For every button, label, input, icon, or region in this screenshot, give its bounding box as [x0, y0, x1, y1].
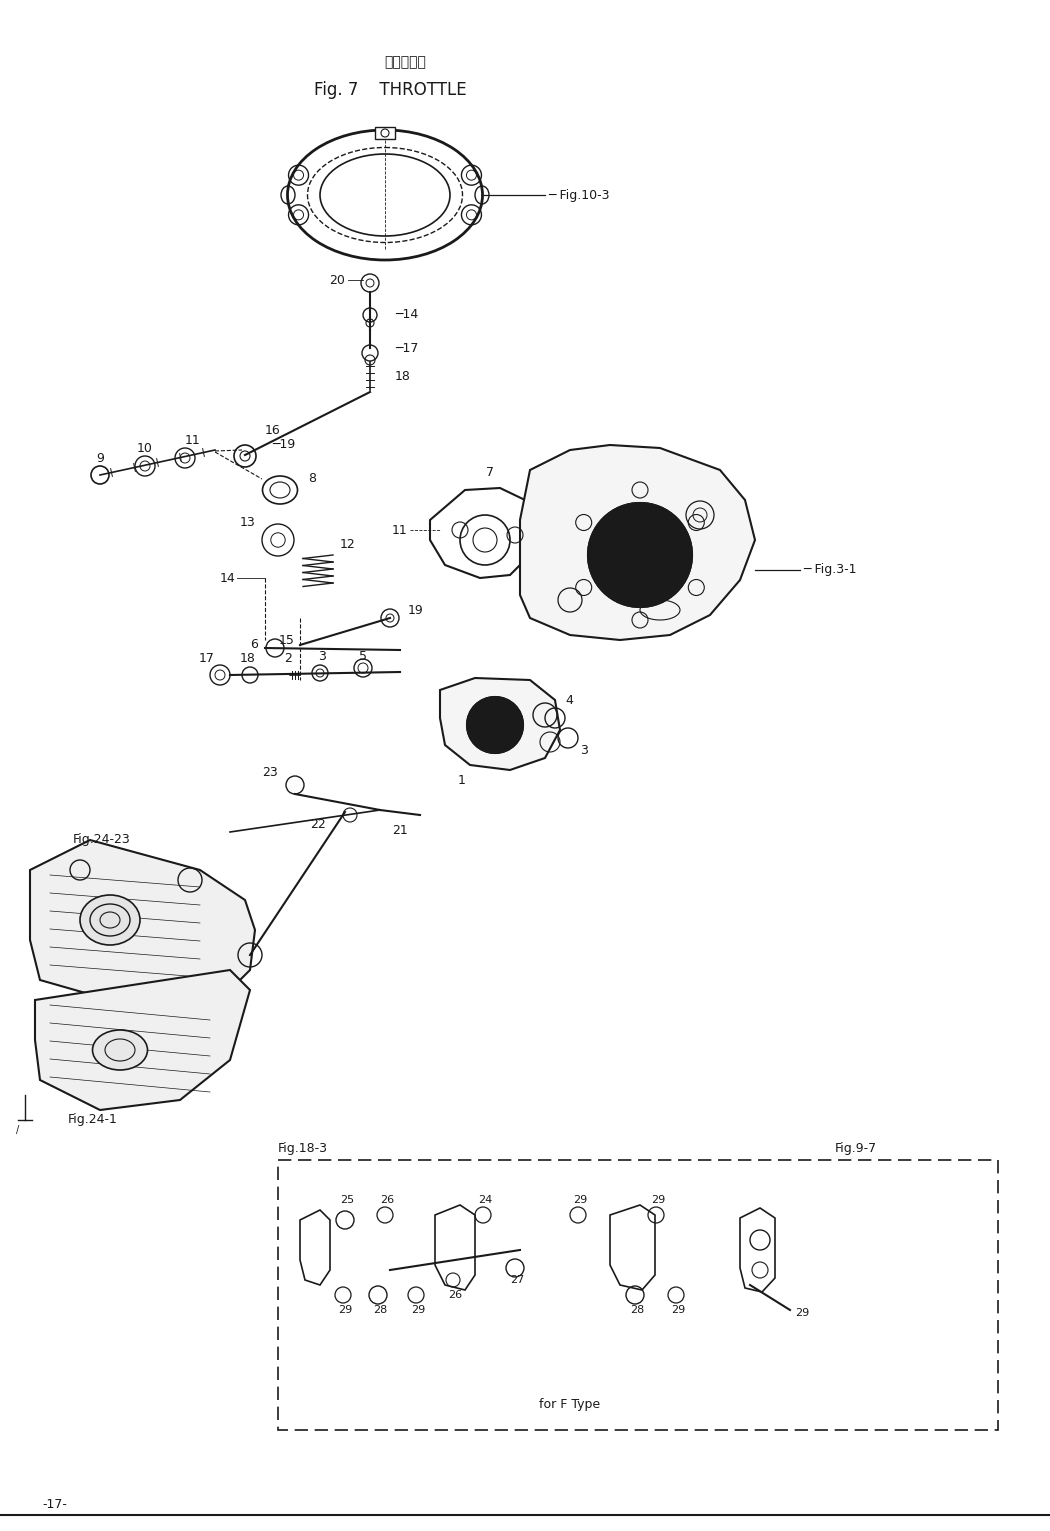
- Text: ─19: ─19: [272, 438, 295, 450]
- Text: 29: 29: [338, 1304, 352, 1315]
- Ellipse shape: [92, 1030, 147, 1070]
- Text: 7: 7: [486, 465, 494, 479]
- Text: ─ Fig.3-1: ─ Fig.3-1: [803, 563, 857, 577]
- Text: ─ Fig.10-3: ─ Fig.10-3: [548, 188, 609, 202]
- Text: 26: 26: [448, 1291, 462, 1300]
- Polygon shape: [35, 971, 250, 1110]
- Ellipse shape: [80, 896, 140, 945]
- Text: 14: 14: [219, 571, 235, 585]
- Text: 4: 4: [565, 694, 573, 706]
- Text: 6: 6: [250, 638, 258, 652]
- Text: 29: 29: [411, 1304, 425, 1315]
- Text: 29: 29: [651, 1196, 665, 1205]
- Text: 11: 11: [392, 524, 407, 536]
- Text: 29: 29: [573, 1196, 587, 1205]
- Text: 22: 22: [310, 819, 326, 831]
- Circle shape: [588, 504, 692, 606]
- Text: 28: 28: [373, 1304, 387, 1315]
- Text: 26: 26: [380, 1196, 394, 1205]
- Text: 13: 13: [239, 516, 255, 528]
- Text: 8: 8: [308, 472, 316, 484]
- Text: for F Type: for F Type: [540, 1398, 601, 1412]
- Bar: [278, 1160, 997, 1430]
- Text: Fig.9-7: Fig.9-7: [835, 1142, 877, 1154]
- Text: 5: 5: [359, 649, 368, 663]
- Text: 20: 20: [329, 274, 345, 286]
- Text: ─14: ─14: [395, 309, 418, 322]
- Text: 3: 3: [318, 651, 326, 663]
- Text: /: /: [17, 1125, 20, 1134]
- Text: 15: 15: [279, 634, 295, 646]
- Text: 9: 9: [96, 452, 104, 464]
- Text: 19: 19: [408, 603, 424, 617]
- Text: スロットル: スロットル: [384, 55, 426, 69]
- Polygon shape: [520, 446, 755, 640]
- Text: Fig.24-1: Fig.24-1: [68, 1113, 118, 1127]
- Text: 18: 18: [240, 652, 256, 664]
- Polygon shape: [30, 841, 255, 1000]
- Text: Fig.18-3: Fig.18-3: [278, 1142, 328, 1154]
- Text: 28: 28: [630, 1304, 644, 1315]
- Circle shape: [467, 697, 523, 753]
- Text: 29: 29: [671, 1304, 685, 1315]
- Text: -17-: -17-: [43, 1499, 67, 1511]
- Text: 3: 3: [580, 744, 588, 756]
- Text: 25: 25: [340, 1196, 354, 1205]
- Text: 23: 23: [262, 767, 278, 779]
- Text: 27: 27: [510, 1275, 524, 1285]
- Text: 29: 29: [795, 1307, 810, 1318]
- Text: 16: 16: [265, 424, 280, 436]
- Text: Fig. 7    THROTTLE: Fig. 7 THROTTLE: [314, 81, 466, 100]
- Text: 11: 11: [185, 433, 201, 447]
- Text: 17: 17: [200, 652, 215, 664]
- Text: 1: 1: [458, 773, 466, 787]
- Polygon shape: [440, 678, 560, 770]
- Text: Fig.24-23: Fig.24-23: [74, 833, 131, 847]
- Text: 12: 12: [340, 539, 356, 551]
- Text: 18: 18: [395, 371, 411, 383]
- Bar: [375, 127, 395, 139]
- Text: ─17: ─17: [395, 341, 418, 355]
- Text: 10: 10: [138, 441, 153, 455]
- Text: 24: 24: [478, 1196, 492, 1205]
- Text: 2: 2: [285, 652, 292, 664]
- Text: 21: 21: [392, 824, 407, 836]
